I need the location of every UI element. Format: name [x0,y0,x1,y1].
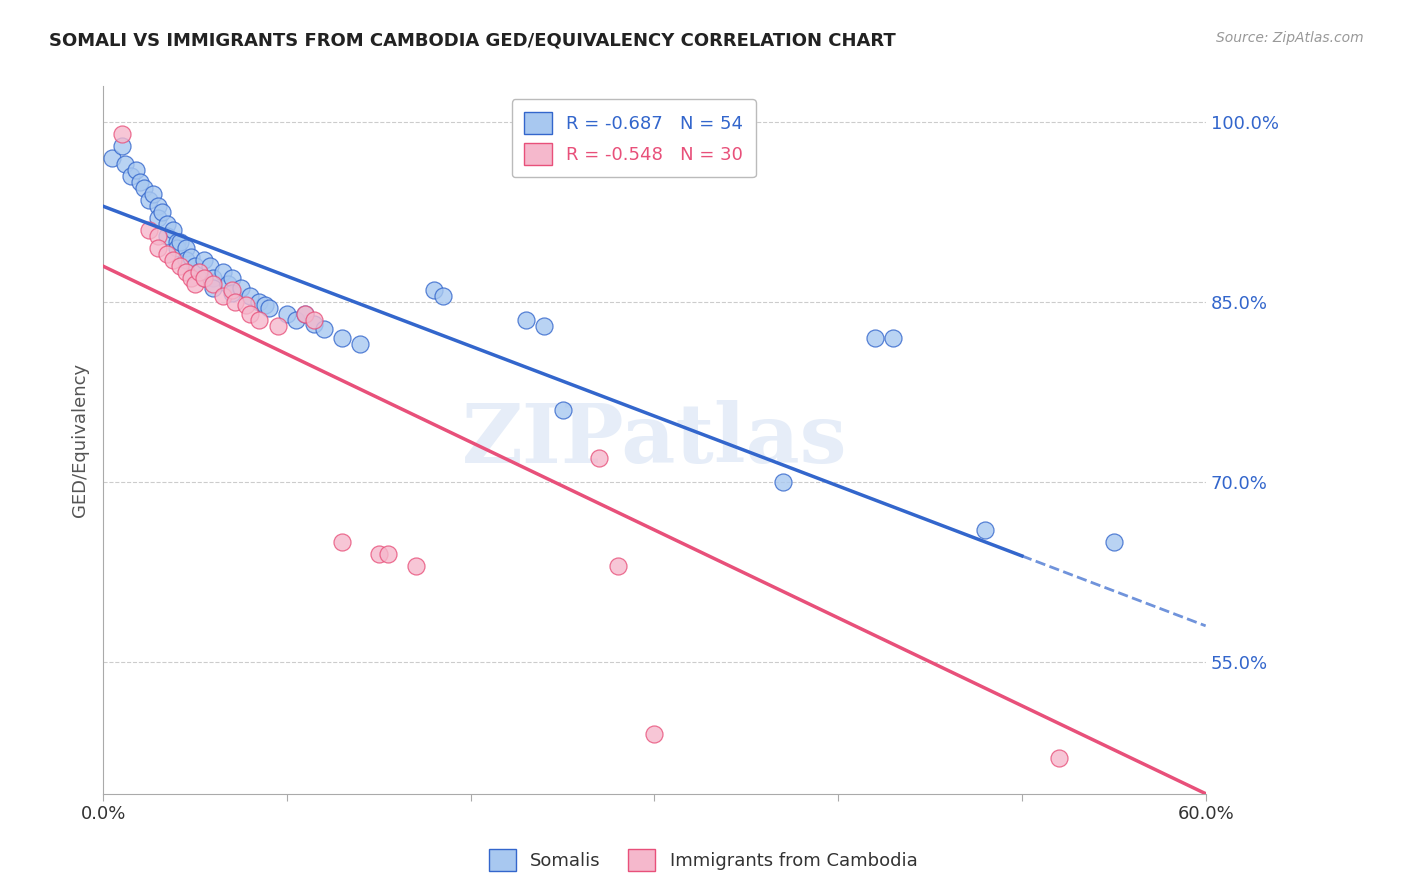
Point [239,289,262,303]
Point [432,289,454,303]
Point [198,259,221,273]
Point [772,475,794,489]
Point [211,289,233,303]
Y-axis label: GED/Equivalency: GED/Equivalency [72,363,89,517]
Point [1102,535,1125,549]
Text: SOMALI VS IMMIGRANTS FROM CAMBODIA GED/EQUIVALENCY CORRELATION CHART: SOMALI VS IMMIGRANTS FROM CAMBODIA GED/E… [49,31,896,49]
Point [148,229,170,244]
Point [138,193,160,207]
Point [110,139,132,153]
Point [148,211,170,226]
Point [150,205,173,219]
Point [285,313,308,327]
Point [224,295,246,310]
Point [142,187,165,202]
Point [187,265,209,279]
Point [187,265,209,279]
Point [156,229,179,244]
Point [180,271,202,285]
Point [184,259,207,273]
Point [643,727,665,741]
Point [312,321,335,335]
Point [193,253,215,268]
Point [405,558,427,573]
Point [166,235,188,250]
Point [247,295,270,310]
Text: ZIPatlas: ZIPatlas [461,400,848,480]
Point [174,241,197,255]
Point [128,175,150,189]
Point [184,277,207,292]
Point [276,307,298,321]
Point [114,157,136,171]
Point [120,169,142,184]
Point [202,277,225,292]
Point [101,151,124,165]
Point [423,283,446,297]
Point [294,307,316,321]
Point [882,331,904,345]
Point [253,297,276,311]
Point [257,301,280,315]
Point [174,265,197,279]
Point [239,307,262,321]
Point [235,297,257,311]
Point [148,199,170,213]
Point [125,163,148,178]
Point [156,247,179,261]
Point [304,313,326,327]
Point [304,317,326,331]
Point [169,259,191,273]
Point [162,253,184,268]
Point [606,558,628,573]
Point [330,331,353,345]
Legend: R = -0.687   N = 54, R = -0.548   N = 30: R = -0.687 N = 54, R = -0.548 N = 30 [512,99,755,178]
Point [1047,750,1070,764]
Point [221,285,243,300]
Point [110,128,132,142]
Point [863,331,886,345]
Point [533,319,555,334]
Point [132,181,155,195]
Point [267,319,290,334]
Point [162,223,184,237]
Point [166,241,188,255]
Point [551,403,574,417]
Point [202,281,225,295]
Point [588,450,610,465]
Point [138,223,160,237]
Point [515,313,537,327]
Point [193,271,215,285]
Point [180,250,202,264]
Text: Source: ZipAtlas.com: Source: ZipAtlas.com [1216,31,1364,45]
Point [174,253,197,268]
Point [202,271,225,285]
Point [349,337,371,351]
Point [169,235,191,250]
Point [221,283,243,297]
Point [377,547,399,561]
Point [294,307,316,321]
Point [156,217,179,231]
Point [148,241,170,255]
Point [221,271,243,285]
Point [193,271,215,285]
Point [211,265,233,279]
Point [229,281,252,295]
Point [217,277,239,292]
Point [330,535,353,549]
Point [974,523,997,537]
Legend: Somalis, Immigrants from Cambodia: Somalis, Immigrants from Cambodia [481,842,925,879]
Point [367,547,389,561]
Point [247,313,270,327]
